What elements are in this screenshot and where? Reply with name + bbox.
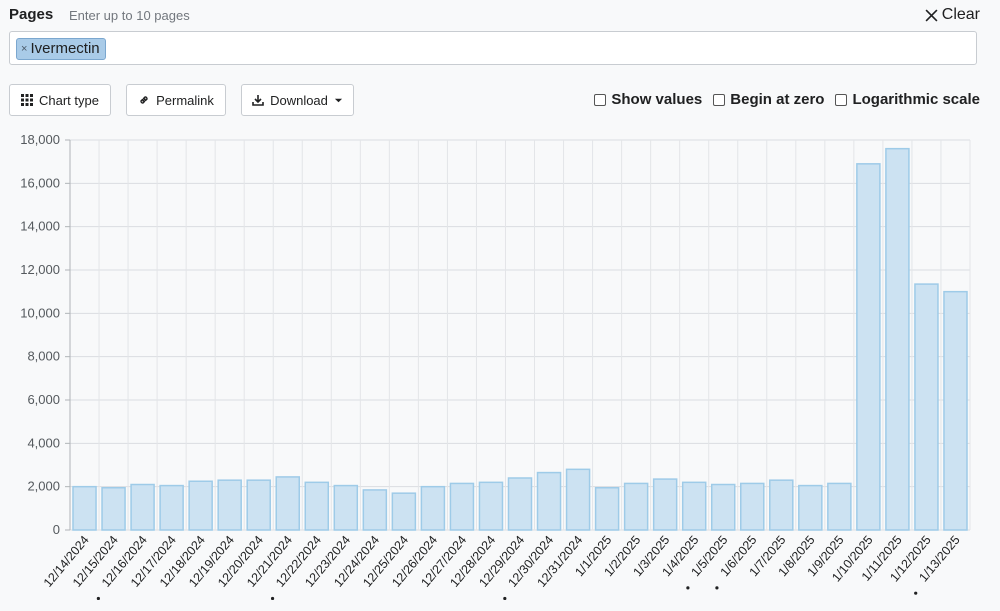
bar (507, 477, 533, 531)
begin-at-zero-box[interactable] (713, 93, 726, 106)
caret-down-icon (334, 98, 343, 102)
chart-options: Show values Begin at zero Logarithmic sc… (594, 91, 980, 108)
y-tick-label: 0 (53, 522, 60, 537)
y-tick-label: 4,000 (27, 435, 60, 450)
bar (391, 492, 417, 531)
bar (827, 482, 852, 531)
clear-button[interactable]: Clear (925, 6, 980, 24)
bar (246, 479, 271, 531)
bar (885, 147, 910, 531)
pages-hint: Enter up to 10 pages (69, 8, 190, 23)
bar (188, 480, 213, 531)
x-tick-marker (270, 596, 275, 601)
log-scale-label: Logarithmic scale (852, 91, 980, 108)
grid-icon (21, 94, 33, 106)
pages-header: Pages Enter up to 10 pages Clear (9, 6, 980, 26)
page-chip-label: Ivermectin (30, 40, 100, 57)
x-tick-marker (503, 596, 507, 601)
bar (798, 484, 823, 531)
bar (362, 489, 388, 531)
bar (565, 468, 591, 531)
y-tick-label: 10,000 (20, 305, 60, 320)
download-icon (252, 95, 264, 106)
show-values-label: Show values (611, 91, 703, 108)
bar (333, 484, 359, 531)
bar (275, 476, 301, 531)
clear-label: Clear (941, 6, 980, 23)
log-scale-box[interactable] (835, 93, 848, 106)
bar (739, 482, 765, 531)
bar (856, 163, 881, 531)
x-tick-marker (96, 596, 100, 601)
close-icon (925, 9, 938, 21)
pageviews-bar-chart: 0 2,000 4,000 6,000 8,000 10,000 12,000 14,000 1… (20, 132, 971, 601)
x-tick-marker (914, 591, 918, 595)
pages-input[interactable]: × Ivermectin (9, 31, 977, 65)
y-tick-label: 14,000 (20, 219, 60, 234)
permalink-label: Permalink (156, 92, 214, 108)
y-tick-label: 18,000 (20, 132, 60, 147)
chart-type-label: Chart type (39, 92, 99, 108)
y-tick-label: 2,000 (27, 479, 60, 494)
y-tick-label: 8,000 (27, 349, 60, 364)
bar (130, 483, 155, 531)
x-tick-marker (686, 586, 690, 590)
remove-chip-icon[interactable]: × (21, 43, 28, 55)
log-scale-checkbox[interactable]: Logarithmic scale (835, 91, 980, 108)
x-tick-marker (715, 586, 719, 590)
page-chip: × Ivermectin (16, 38, 106, 60)
y-tick-label: 16,000 (20, 175, 60, 190)
bar (681, 481, 707, 531)
bar (652, 478, 678, 531)
bar (304, 481, 330, 531)
bar (217, 479, 242, 531)
download-button[interactable]: Download (241, 84, 354, 116)
bar (594, 487, 620, 531)
permalink-button[interactable]: Permalink (126, 84, 226, 116)
bar (449, 482, 475, 531)
y-tick-label: 6,000 (27, 392, 60, 407)
bar (623, 482, 649, 531)
bar (769, 479, 794, 531)
bar (943, 290, 968, 531)
bar (478, 481, 504, 531)
bar (420, 485, 446, 531)
pages-label: Pages (9, 6, 54, 23)
show-values-box[interactable] (594, 93, 607, 106)
bar (536, 471, 562, 531)
bar (101, 487, 126, 531)
link-icon (140, 96, 148, 104)
y-tick-label: 12,000 (20, 262, 60, 277)
bar (72, 485, 97, 531)
bar (710, 483, 736, 531)
bar (159, 484, 184, 531)
download-label: Download (270, 92, 328, 108)
chart-type-button[interactable]: Chart type (9, 84, 111, 116)
begin-at-zero-checkbox[interactable]: Begin at zero (713, 91, 824, 108)
begin-at-zero-label: Begin at zero (730, 91, 825, 108)
show-values-checkbox[interactable]: Show values (594, 91, 702, 108)
bar (914, 283, 939, 531)
